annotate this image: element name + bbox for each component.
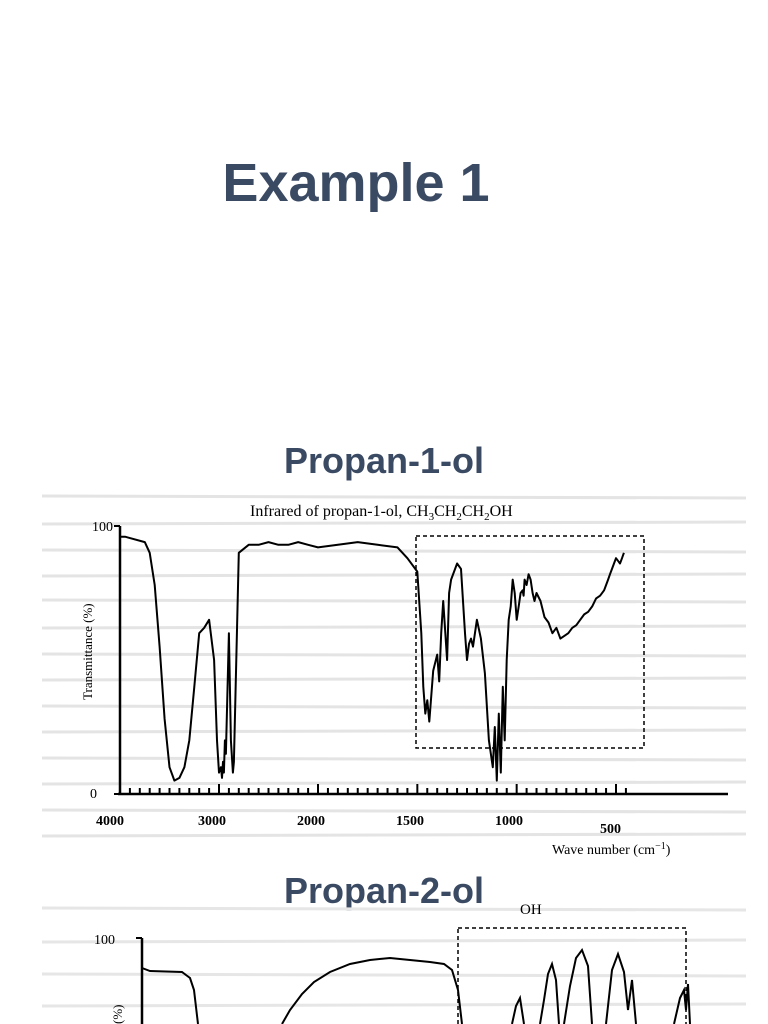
- x-tick-label-1500: 1500: [396, 814, 424, 829]
- section-title-propan-1-ol: Propan-1-ol: [283, 440, 484, 481]
- background-scan-noise: [41, 494, 747, 838]
- section-title-propan-2-ol: Propan-2-ol: [283, 870, 484, 911]
- ir-spectrum-propan-2-ol: OH 100 (%): [41, 902, 747, 1024]
- y-axis-label-fragment: (%): [110, 1005, 125, 1024]
- x-axis-label: Wave number (cm−1): [552, 841, 671, 858]
- x-ticks: [119, 784, 627, 794]
- background-scan-noise: [41, 906, 747, 1008]
- y-axis-label: Transmittance (%): [80, 603, 95, 700]
- y-tick-label-100: 100: [94, 933, 115, 948]
- y-tick-label-100: 100: [92, 520, 113, 535]
- spectrum-caption: Infrared of propan-1-ol, CH3CH2CH2OH: [250, 503, 513, 523]
- spectrum-trace: [120, 535, 625, 782]
- fingerprint-region-box: [457, 927, 687, 1024]
- slide-title: Example 1: [222, 153, 490, 213]
- x-tick-label-500: 500: [600, 822, 621, 837]
- oh-label: OH: [520, 902, 542, 918]
- y-tick-label-0: 0: [90, 787, 97, 802]
- x-tick-label-2000: 2000: [297, 814, 325, 829]
- spectrum-trace: [141, 947, 691, 1024]
- fingerprint-region-box: [415, 535, 645, 749]
- x-tick-label-3000: 3000: [198, 814, 226, 829]
- ir-spectrum-propan-1-ol: Infrared of propan-1-ol, CH3CH2CH2OH 100…: [41, 494, 747, 858]
- x-tick-label-4000: 4000: [96, 814, 124, 829]
- x-tick-label-1000: 1000: [495, 814, 523, 829]
